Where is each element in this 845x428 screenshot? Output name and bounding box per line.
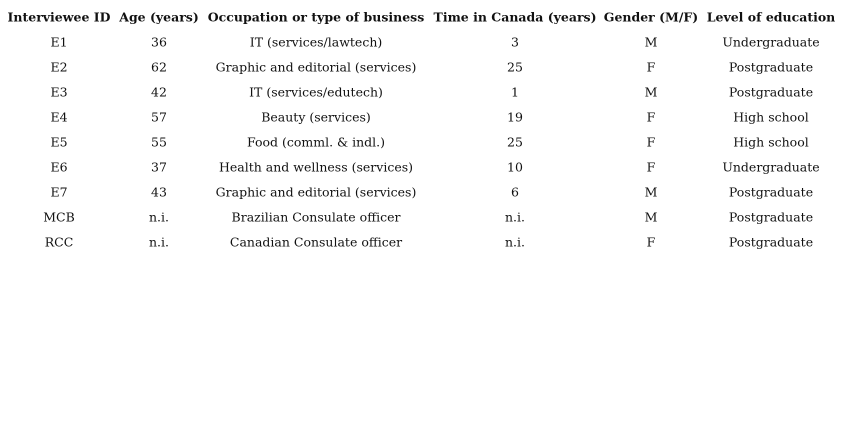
- table-cell: 43: [151, 184, 167, 200]
- table-cell: Beauty (services): [261, 109, 371, 125]
- table-cell: 6: [511, 184, 519, 200]
- table-cell: Postgraduate: [728, 59, 814, 75]
- table-cell: 57: [151, 109, 167, 125]
- column-header: Gender (M/F): [603, 9, 699, 25]
- table-cell: Graphic and editorial (services): [215, 184, 417, 200]
- table-cell: F: [646, 159, 656, 175]
- table-cell: n.i.: [149, 209, 169, 225]
- table-cell: IT (services/lawtech): [249, 34, 383, 50]
- table-cell: M: [644, 34, 658, 50]
- table-cell: Graphic and editorial (services): [215, 59, 417, 75]
- column-header: Occupation or type of business: [207, 9, 425, 25]
- table-cell: Postgraduate: [728, 209, 814, 225]
- table-cell: 25: [507, 59, 523, 75]
- table-cell: Postgraduate: [728, 234, 814, 250]
- table-cell: RCC: [44, 234, 74, 250]
- column-header: Time in Canada (years): [433, 9, 597, 25]
- table-cell: Brazilian Consulate officer: [231, 209, 401, 225]
- table-cell: 55: [151, 134, 167, 150]
- table-cell: Postgraduate: [728, 84, 814, 100]
- table-cell: 1: [511, 84, 519, 100]
- table-cell: E2: [50, 59, 68, 75]
- table-cell: F: [646, 134, 656, 150]
- table-cell: Undergraduate: [722, 159, 820, 175]
- table-cell: 37: [151, 159, 167, 175]
- table-cell: n.i.: [149, 234, 169, 250]
- table-cell: Health and wellness (services): [218, 159, 414, 175]
- table-cell: E6: [50, 159, 68, 175]
- table-cell: 25: [507, 134, 523, 150]
- table-cell: M: [644, 209, 658, 225]
- table-cell: High school: [733, 109, 809, 125]
- table-cell: 36: [151, 34, 167, 50]
- table-cell: E3: [50, 84, 68, 100]
- table-cell: 62: [151, 59, 167, 75]
- table-cell: M: [644, 184, 658, 200]
- table-cell: F: [646, 234, 656, 250]
- table-cell: M: [644, 84, 658, 100]
- table-cell: E4: [50, 109, 68, 125]
- table-cell: n.i.: [505, 209, 525, 225]
- table-cell: Food (comml. & indl.): [246, 134, 386, 150]
- table-cell: 3: [511, 34, 519, 50]
- table-cell: Canadian Consulate officer: [229, 234, 403, 250]
- column-header: Age (years): [119, 9, 199, 25]
- table-cell: 10: [507, 159, 523, 175]
- table-cell: F: [646, 59, 656, 75]
- table-cell: Undergraduate: [722, 34, 820, 50]
- table-cell: Postgraduate: [728, 184, 814, 200]
- table-cell: IT (services/edutech): [249, 84, 383, 100]
- column-header: Interviewee ID: [7, 9, 111, 25]
- table-cell: High school: [733, 134, 809, 150]
- table-cell: MCB: [43, 209, 75, 225]
- table-cell: 42: [151, 84, 167, 100]
- table-cell: E1: [50, 34, 68, 50]
- column-header: Level of education: [706, 9, 836, 25]
- table-cell: 19: [507, 109, 523, 125]
- table-cell: n.i.: [505, 234, 525, 250]
- table-cell: E5: [50, 134, 68, 150]
- table-cell: E7: [50, 184, 68, 200]
- table-cell: F: [646, 109, 656, 125]
